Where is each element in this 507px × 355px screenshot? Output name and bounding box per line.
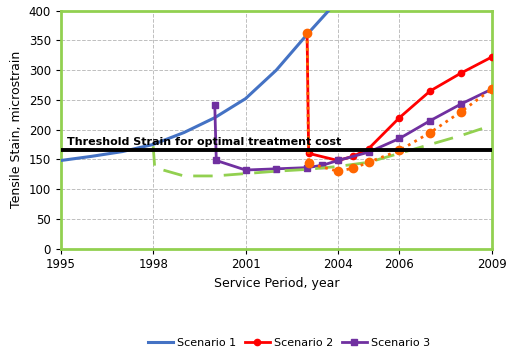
Y-axis label: Tensile Stain, microstrain: Tensile Stain, microstrain [10, 51, 23, 208]
X-axis label: Service Period, year: Service Period, year [213, 277, 339, 290]
Text: Threshold Strain for optimal treatment cost: Threshold Strain for optimal treatment c… [67, 137, 341, 147]
